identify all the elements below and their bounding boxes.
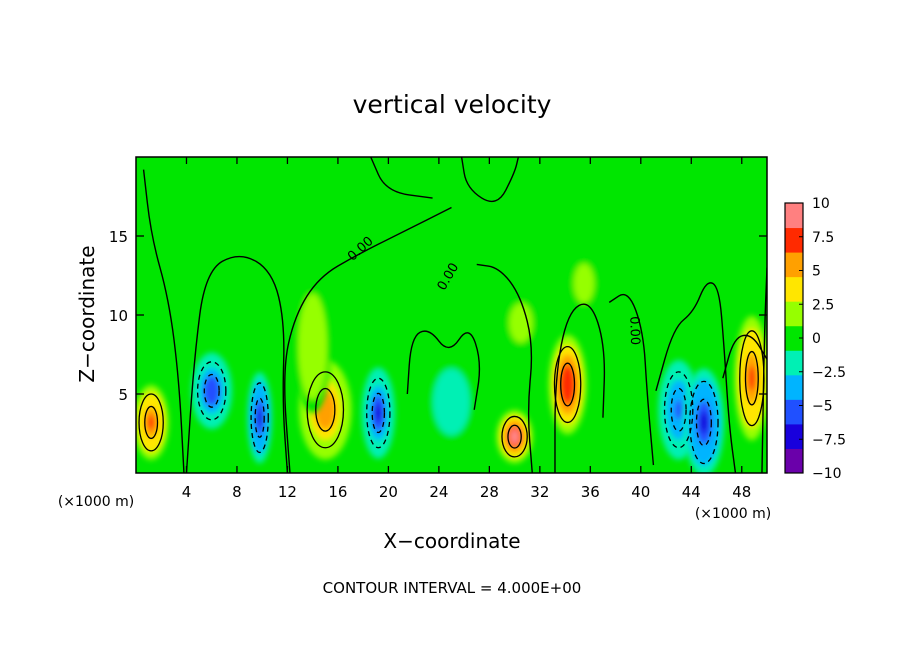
velocity-cell xyxy=(428,360,475,444)
colorbar-tick-label: −2.5 xyxy=(812,365,846,381)
velocity-cell-band xyxy=(320,399,331,420)
cell-contour-inner xyxy=(371,392,386,434)
colorbar-segment xyxy=(785,227,803,253)
x-tick-label: 32 xyxy=(530,483,549,501)
colorbar-tick-label: 7.5 xyxy=(812,230,834,246)
x-tick-label: 16 xyxy=(328,483,347,501)
colorbar-segment xyxy=(785,325,803,351)
velocity-cell-band xyxy=(515,312,527,333)
colorbar-segment xyxy=(785,203,803,229)
velocity-cell xyxy=(491,273,550,373)
velocity-cell-band xyxy=(563,374,572,395)
velocity-cell-band xyxy=(309,333,317,360)
x-axis-label: X−coordinate xyxy=(383,529,520,553)
cell-contour-inner xyxy=(144,405,159,440)
zero-contour xyxy=(554,303,606,473)
x-axis-ticks: 4 8 12 16 20 24 28 32 36 40 44 48 xyxy=(182,157,751,501)
zero-contour xyxy=(142,169,185,473)
zero-contour xyxy=(284,206,452,473)
colorbar-tick-label: −7.5 xyxy=(812,432,846,448)
y-axis-ticks: 5 10 15 xyxy=(109,228,767,404)
cell-contour-inner xyxy=(254,397,265,438)
cell-contour xyxy=(689,380,719,465)
colorbar-segment xyxy=(785,448,803,474)
cell-contour-inner xyxy=(315,387,336,432)
contour-value-label: 0.00 xyxy=(626,316,642,345)
velocity-cell-band xyxy=(257,408,263,427)
y-tick-label: 5 xyxy=(118,386,128,404)
zero-contour xyxy=(370,157,433,199)
cell-contour-inner xyxy=(695,398,712,447)
colorbar-segment xyxy=(785,301,803,327)
cell-contour-inner xyxy=(670,387,687,432)
colorbar-tick-label: 0 xyxy=(812,331,821,347)
cell-contour-inner xyxy=(507,424,522,449)
x-unit-right: (×1000 m) xyxy=(695,506,771,522)
x-tick-label: 28 xyxy=(480,483,499,501)
zero-contour xyxy=(608,293,655,466)
velocity-cell-band xyxy=(207,383,216,399)
x-tick-label: 12 xyxy=(278,483,297,501)
x-tick-label: 40 xyxy=(631,483,650,501)
x-tick-label: 20 xyxy=(379,483,398,501)
velocity-field xyxy=(136,157,767,473)
x-tick-label: 36 xyxy=(581,483,600,501)
velocity-cell-band xyxy=(374,403,382,423)
cell-contour-inner xyxy=(560,362,576,407)
cell-contour xyxy=(306,371,345,449)
colorbar-tick-label: −10 xyxy=(812,466,842,482)
velocity-cell-band xyxy=(699,411,708,434)
colorbar-tick-label: 5 xyxy=(812,264,821,280)
cell-contour xyxy=(366,377,391,449)
cell-contour xyxy=(739,330,765,427)
colorbar-tick-label: −5 xyxy=(812,399,833,415)
zero-contour xyxy=(185,255,289,473)
velocity-cell xyxy=(558,233,610,334)
colorbar-segment xyxy=(785,276,803,302)
cell-contour xyxy=(501,415,528,458)
zero-contour xyxy=(722,334,767,379)
x-tick-label: 48 xyxy=(732,483,751,501)
velocity-cell-band xyxy=(578,273,590,294)
zero-contour xyxy=(406,330,481,410)
y-tick-label: 15 xyxy=(109,228,128,246)
colorbar-segment xyxy=(785,252,803,278)
colorbar-tick-label: 2.5 xyxy=(812,297,834,313)
cell-contour-inner xyxy=(744,350,759,406)
x-tick-label: 4 xyxy=(182,483,192,501)
colorbar-tick-label: 10 xyxy=(812,196,830,212)
cell-contour xyxy=(196,361,227,421)
velocity-cell-core xyxy=(510,429,519,445)
velocity-cell-band xyxy=(147,414,155,430)
velocity-cell xyxy=(294,280,331,413)
chart-title: vertical velocity xyxy=(353,90,552,119)
x-tick-label: 24 xyxy=(429,483,448,501)
cell-contour xyxy=(138,393,164,452)
zero-contour xyxy=(655,282,737,473)
colorbar-segment xyxy=(785,399,803,425)
contour-lines: 0.000.000.00 xyxy=(138,157,767,473)
cell-contour xyxy=(553,345,582,424)
y-tick-label: 10 xyxy=(109,307,128,325)
x-unit-left: (×1000 m) xyxy=(58,494,134,510)
colorbar-segment xyxy=(785,374,803,400)
zero-contour xyxy=(476,263,533,473)
colorbar-segment xyxy=(785,350,803,376)
zero-contour xyxy=(460,157,520,203)
x-tick-label: 8 xyxy=(232,483,242,501)
cell-contour xyxy=(250,382,269,454)
velocity-cell-band xyxy=(446,393,457,411)
contour-interval-footer: CONTOUR INTERVAL = 4.000E+00 xyxy=(323,579,582,597)
velocity-cell-band xyxy=(674,399,683,420)
y-axis-label: Z−coordinate xyxy=(75,245,99,382)
colorbar-segment xyxy=(785,423,803,449)
colorbar: 10 7.5 5 2.5 0 −2.5 −5 −7.5 −10 xyxy=(784,196,846,482)
cell-contour xyxy=(663,371,694,449)
cell-contour-inner xyxy=(203,373,220,408)
x-tick-label: 44 xyxy=(682,483,701,501)
velocity-cell-band xyxy=(748,365,756,391)
